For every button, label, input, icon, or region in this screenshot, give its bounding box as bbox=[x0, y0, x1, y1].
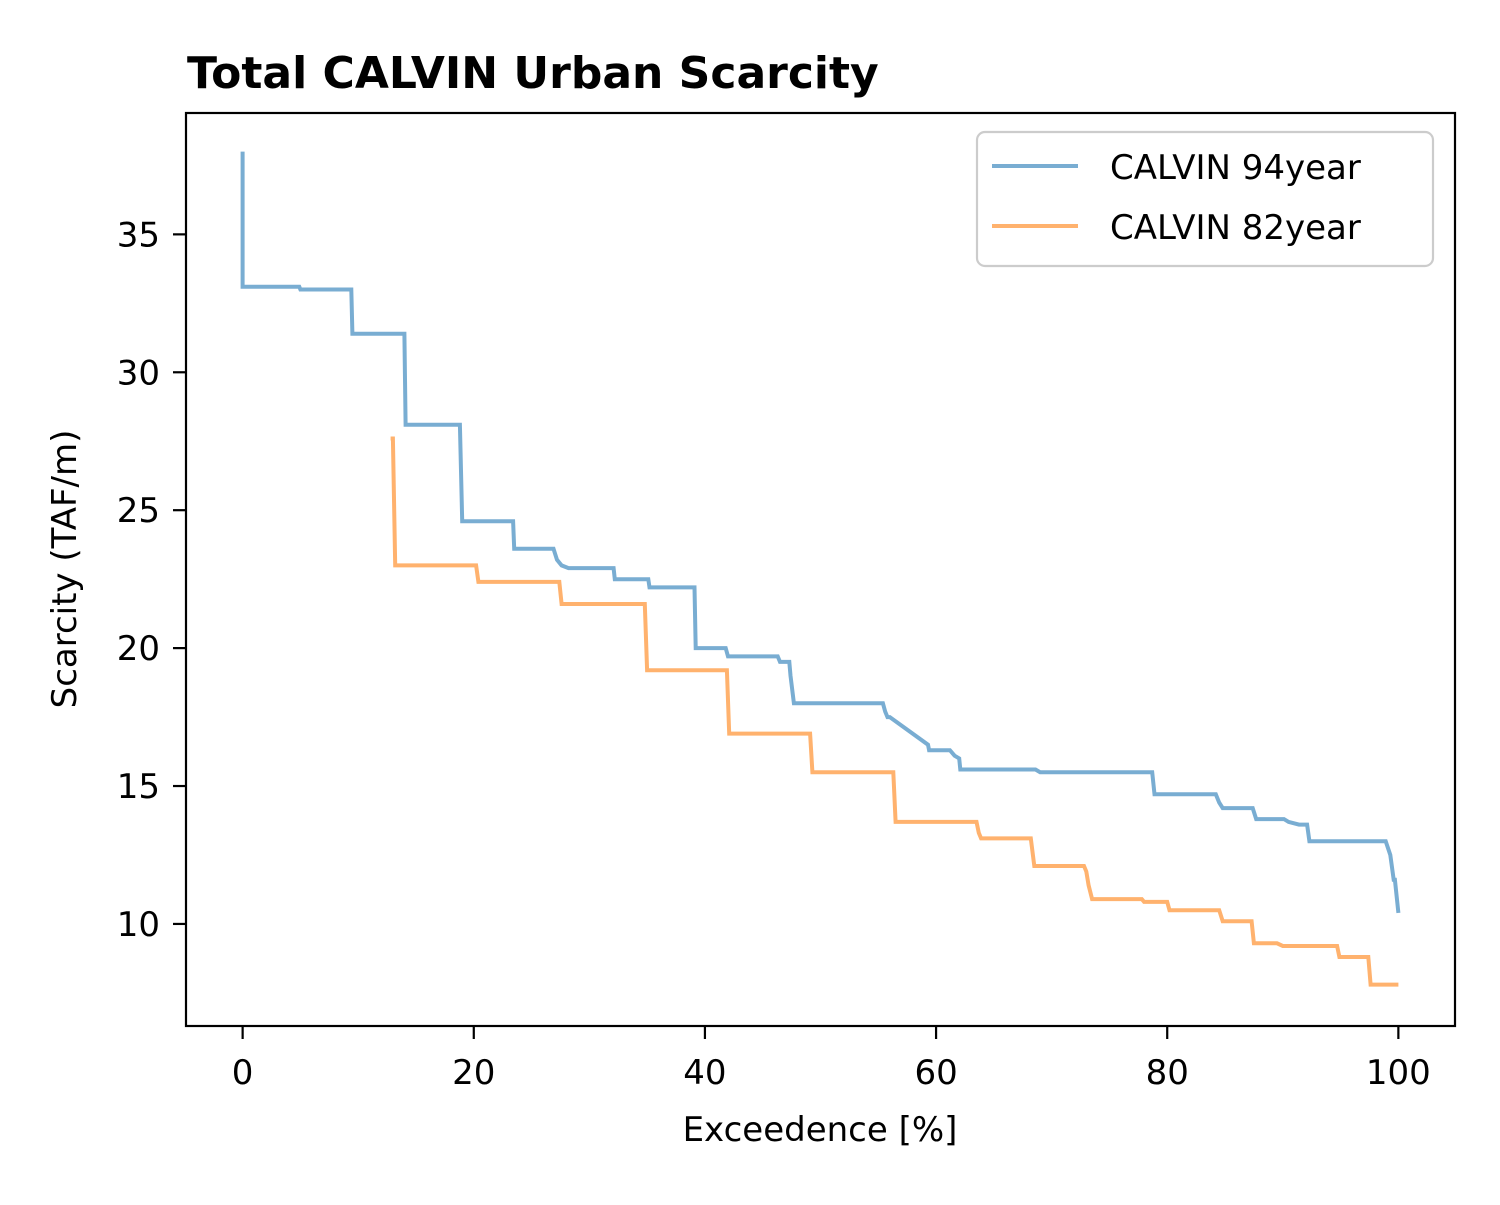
y-tick-label: 25 bbox=[117, 491, 160, 531]
plot-frame bbox=[184, 111, 1457, 1028]
x-axis-ticks: 0 20 40 60 80 100 bbox=[232, 1026, 1431, 1093]
series-layer bbox=[240, 151, 1401, 987]
y-tick-label: 10 bbox=[117, 905, 160, 945]
x-tick-label: 60 bbox=[914, 1053, 957, 1093]
x-tick-label: 20 bbox=[452, 1053, 495, 1093]
series-line-calvin-94year bbox=[240, 151, 1401, 914]
y-axis-label: Scarcity (TAF/m) bbox=[45, 430, 85, 709]
y-tick-label: 15 bbox=[117, 767, 160, 807]
y-axis-ticks: 10 15 20 25 30 35 bbox=[117, 215, 186, 945]
x-tick-label: 0 bbox=[232, 1053, 254, 1093]
legend: CALVIN 94year CALVIN 82year bbox=[975, 130, 1435, 268]
x-tick-label: 40 bbox=[683, 1053, 726, 1093]
y-tick-label: 35 bbox=[117, 215, 160, 255]
series-line-calvin-82year bbox=[390, 436, 1399, 987]
legend-box bbox=[975, 130, 1435, 268]
x-tick-label: 100 bbox=[1366, 1053, 1431, 1093]
x-axis-label: Exceedence [%] bbox=[683, 1110, 958, 1150]
legend-label-calvin-94year: CALVIN 94year bbox=[1110, 148, 1361, 188]
y-tick-label: 20 bbox=[117, 629, 160, 669]
y-tick-label: 30 bbox=[117, 353, 160, 393]
legend-label-calvin-82year: CALVIN 82year bbox=[1110, 208, 1361, 248]
chart-title: Total CALVIN Urban Scarcity bbox=[187, 48, 879, 99]
x-tick-label: 80 bbox=[1146, 1053, 1189, 1093]
